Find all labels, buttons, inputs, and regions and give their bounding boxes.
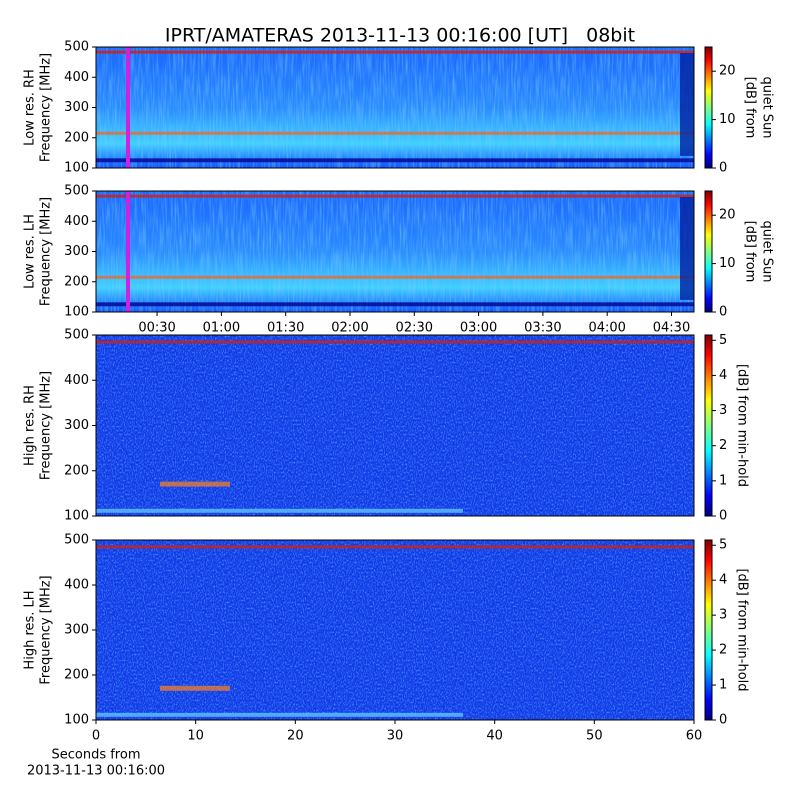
x-tick-label: 50 — [586, 729, 603, 744]
colorbar — [704, 46, 713, 169]
spectrogram-band — [126, 191, 130, 312]
x-tick-label: 03:30 — [524, 321, 561, 336]
colorbar-label: quiet Sun — [760, 76, 775, 138]
x-tick-label: 02:30 — [396, 321, 433, 336]
spectrogram-band — [680, 53, 694, 156]
spectrogram-band — [96, 545, 694, 549]
y-tick-label: 500 — [64, 328, 89, 343]
x-tick-label: 04:00 — [588, 321, 625, 336]
spectrogram-band — [160, 685, 230, 691]
y-tick-label: 400 — [64, 70, 89, 85]
spectrogram-band — [160, 481, 230, 487]
spectrogram-texture — [96, 335, 694, 516]
spectrogram-band — [680, 197, 694, 300]
colorbar-label: [dB] from min-hold — [735, 568, 750, 691]
x-tick-label: 04:30 — [653, 321, 690, 336]
colorbar-tick-label: 0 — [719, 713, 727, 728]
x-tick-label: 03:00 — [460, 321, 497, 336]
x-tick-label: 01:30 — [267, 321, 304, 336]
spectrogram-band — [96, 50, 694, 54]
x-tick-label: 20 — [287, 729, 304, 744]
y-tick-label: 200 — [64, 130, 89, 145]
colorbar-tick-label: 3 — [719, 608, 727, 623]
spectrogram-band — [96, 302, 694, 307]
y-tick-label: 100 — [64, 161, 89, 176]
x-axis-label: 2013-11-13 00:16:00 — [27, 764, 165, 779]
colorbar-tick-label: 20 — [719, 208, 736, 223]
spectrogram-band — [96, 194, 694, 198]
colorbar-tick-label: 1 — [719, 678, 727, 693]
y-tick-label: 300 — [64, 244, 89, 259]
colorbar — [704, 334, 713, 517]
y-tick-label: 500 — [64, 184, 89, 199]
colorbar-tick-label: 5 — [719, 333, 727, 348]
colorbar-tick-label: 10 — [719, 256, 736, 271]
x-tick-label: 30 — [387, 729, 404, 744]
colorbar-tick-label: 0 — [719, 509, 727, 524]
y-axis-label: Frequency [MHz] — [39, 197, 54, 306]
y-tick-label: 400 — [64, 373, 89, 388]
colorbar-tick-label: 2 — [719, 643, 727, 658]
y-axis-label: Low res. LH — [23, 214, 38, 289]
x-axis-label: Seconds from — [51, 748, 140, 763]
spectrogram-texture — [96, 540, 694, 720]
colorbar-tick-label: 10 — [719, 112, 736, 127]
y-tick-label: 200 — [64, 668, 89, 683]
y-tick-label: 500 — [64, 40, 89, 55]
spectrogram-band — [96, 340, 694, 344]
colorbar-label: [dB] from — [743, 77, 758, 139]
y-tick-label: 300 — [64, 623, 89, 638]
x-tick-label: 02:00 — [331, 321, 368, 336]
spectrogram-band — [96, 508, 463, 513]
y-axis-label: Low res. RH — [23, 69, 38, 146]
colorbar-label: [dB] from — [743, 221, 758, 283]
x-tick-label: 01:00 — [203, 321, 240, 336]
y-tick-label: 200 — [64, 274, 89, 289]
y-tick-label: 100 — [64, 713, 89, 728]
colorbar-tick-label: 0 — [719, 305, 727, 320]
y-axis-label: Frequency [MHz] — [39, 371, 54, 480]
y-tick-label: 400 — [64, 578, 89, 593]
y-axis-label: Frequency [MHz] — [39, 53, 54, 162]
colorbar-label: [dB] from min-hold — [735, 364, 750, 487]
colorbar-tick-label: 1 — [719, 473, 727, 488]
spectrogram-band — [96, 712, 463, 717]
y-tick-label: 300 — [64, 418, 89, 433]
y-tick-label: 100 — [64, 509, 89, 524]
spectrogram-band — [96, 131, 694, 135]
chart-title: IPRT/AMATERAS 2013-11-13 00:16:00 [UT] 0… — [165, 25, 635, 47]
y-axis-label: High res. RH — [23, 385, 38, 466]
colorbar-tick-label: 4 — [719, 368, 727, 383]
y-tick-label: 500 — [64, 533, 89, 548]
spectrogram-texture — [96, 191, 694, 312]
x-tick-label: 60 — [686, 729, 703, 744]
colorbar — [704, 190, 713, 313]
x-tick-label: 00:30 — [138, 321, 175, 336]
x-tick-label: 40 — [486, 729, 503, 744]
colorbar-tick-label: 5 — [719, 538, 727, 553]
y-axis-label: Frequency [MHz] — [39, 575, 54, 684]
y-axis-label: High res. LH — [23, 590, 38, 669]
x-tick-label: 0 — [92, 729, 100, 744]
colorbar-tick-label: 20 — [719, 64, 736, 79]
colorbar-label: quiet Sun — [760, 220, 775, 282]
y-tick-label: 300 — [64, 100, 89, 115]
spectrogram-texture — [96, 47, 694, 168]
x-tick-label: 10 — [187, 729, 204, 744]
y-tick-label: 100 — [64, 305, 89, 320]
colorbar — [704, 539, 713, 721]
spectrogram-band — [96, 158, 694, 163]
colorbar-tick-label: 3 — [719, 403, 727, 418]
colorbar-tick-label: 2 — [719, 438, 727, 453]
colorbar-tick-label: 0 — [719, 161, 727, 176]
spectrogram-band — [96, 275, 694, 279]
colorbar-tick-label: 4 — [719, 573, 727, 588]
y-tick-label: 200 — [64, 463, 89, 478]
y-tick-label: 400 — [64, 214, 89, 229]
spectrogram-band — [126, 47, 130, 168]
